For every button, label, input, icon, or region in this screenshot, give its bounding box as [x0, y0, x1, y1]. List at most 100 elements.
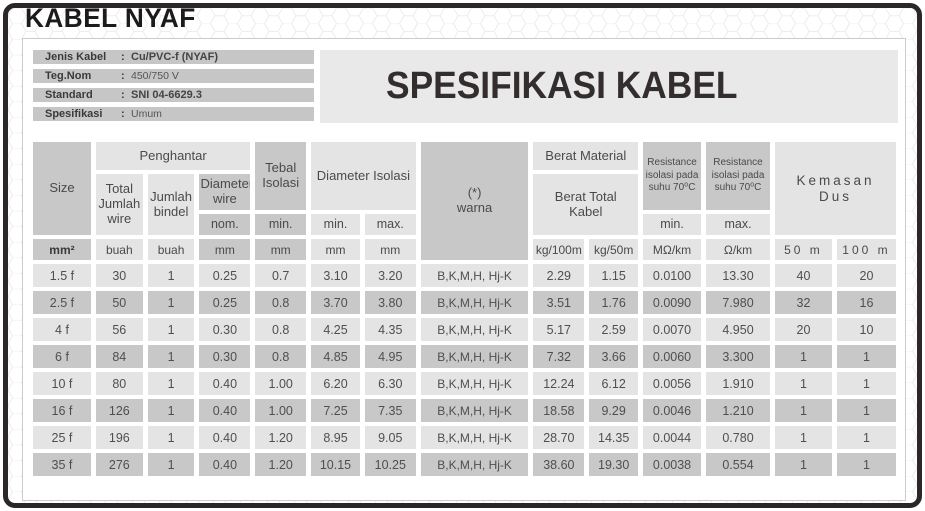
row-value-cell: 7.35 — [364, 399, 416, 422]
row-value-cell: 16 — [836, 291, 896, 314]
row-value-cell: 0.0090 — [643, 291, 701, 314]
row-size-cell: 16 f — [33, 399, 91, 422]
row-warna-cell: B,K,M,H, Hj-K — [420, 453, 529, 476]
row-value-cell: 20 — [836, 264, 896, 287]
row-value-cell: 1.910 — [705, 372, 771, 395]
table-row: 16 f 126 1 0.40 1.00 7.25 7.35 B,K,M,H, Hj-K 18.… — [33, 399, 896, 422]
row-value-cell: 1 — [836, 453, 896, 476]
row-value-cell: 1 — [147, 399, 195, 422]
row-value-cell: 0.8 — [255, 318, 307, 341]
info-colon: : — [121, 108, 125, 120]
content-panel: Jenis Kabel : Cu/PVC-f (NYAF) Teg.Nom : … — [22, 38, 906, 501]
row-value-cell: 0.40 — [199, 426, 251, 449]
row-value-cell: 9.29 — [589, 399, 639, 422]
row-value-cell: 56 — [95, 318, 143, 341]
table-row: 1.5 f 30 1 0.25 0.7 3.10 3.20 B,K,M,H, Hj-K 2.29… — [33, 264, 896, 287]
row-value-cell: 0.30 — [199, 345, 251, 368]
col-header-tebal-isolasi: Tebal Isolasi — [255, 142, 307, 210]
row-value-cell: 0.40 — [199, 399, 251, 422]
row-value-cell: 1 — [775, 372, 832, 395]
row-value-cell: 4.950 — [705, 318, 771, 341]
info-row-spesifikasi: Spesifikasi : Umum — [33, 107, 314, 121]
table-row: 4 f 56 1 0.30 0.8 4.25 4.35 B,K,M,H, Hj-K 5.17 2.… — [33, 318, 896, 341]
row-value-cell: 30 — [95, 264, 143, 287]
subheader-res-max: max. — [705, 214, 771, 235]
row-value-cell: 3.10 — [311, 264, 360, 287]
row-value-cell: 0.8 — [255, 291, 307, 314]
unit-cell: kg/50m — [589, 239, 639, 260]
info-label: Teg.Nom — [45, 70, 92, 82]
unit-cell: buah — [147, 239, 195, 260]
subheader-nom: nom. — [199, 214, 251, 235]
row-value-cell: 1.00 — [255, 372, 307, 395]
row-warna-cell: B,K,M,H, Hj-K — [420, 264, 529, 287]
unit-cell: mm — [199, 239, 251, 260]
row-value-cell: 3.66 — [589, 345, 639, 368]
row-value-cell: 3.51 — [533, 291, 585, 314]
spec-table-wrapper: Size Penghantar Tebal Isolasi Diameter I… — [28, 138, 901, 480]
row-value-cell: 126 — [95, 399, 143, 422]
col-header-diameter-isolasi: Diameter Isolasi — [311, 142, 416, 210]
spec-title: SPESIFIKASI KABEL — [386, 65, 738, 107]
row-value-cell: 0.7 — [255, 264, 307, 287]
row-value-cell: 0.0038 — [643, 453, 701, 476]
row-value-cell: 13.30 — [705, 264, 771, 287]
row-value-cell: 1 — [147, 372, 195, 395]
unit-cell: mm — [255, 239, 307, 260]
unit-cell: 100 m — [836, 239, 896, 260]
page-title: KABEL NYAF — [25, 3, 196, 33]
row-value-cell: 1 — [836, 399, 896, 422]
row-value-cell: 0.25 — [199, 264, 251, 287]
row-value-cell: 50 — [95, 291, 143, 314]
col-header-berat-total-kabel: Berat Total Kabel — [533, 174, 639, 235]
row-value-cell: 1 — [147, 318, 195, 341]
info-row-standard: Standard : SNI 04-6629.3 — [33, 88, 314, 102]
row-value-cell: 1 — [775, 426, 832, 449]
table-row: 10 f 80 1 0.40 1.00 6.20 6.30 B,K,M,H, Hj-K 12.2… — [33, 372, 896, 395]
row-size-cell: 10 f — [33, 372, 91, 395]
table-row: 6 f 84 1 0.30 0.8 4.85 4.95 B,K,M,H, Hj-K 7.32 3.… — [33, 345, 896, 368]
row-value-cell: 0.8 — [255, 345, 307, 368]
row-value-cell: 0.40 — [199, 453, 251, 476]
table-row: 35 f 276 1 0.40 1.20 10.15 10.25 B,K,M,H, Hj-K 3… — [33, 453, 896, 476]
row-warna-cell: B,K,M,H, Hj-K — [420, 372, 529, 395]
row-value-cell: 10.15 — [311, 453, 360, 476]
row-size-cell: 2.5 f — [33, 291, 91, 314]
row-value-cell: 9.05 — [364, 426, 416, 449]
row-value-cell: 1 — [147, 291, 195, 314]
row-value-cell: 1.00 — [255, 399, 307, 422]
row-value-cell: 2.59 — [589, 318, 639, 341]
col-header-kemasan-dus: Kemasan Dus — [775, 142, 896, 235]
row-value-cell: 8.95 — [311, 426, 360, 449]
subheader-tebal-min: min. — [255, 214, 307, 235]
row-value-cell: 1.20 — [255, 453, 307, 476]
spec-table: Size Penghantar Tebal Isolasi Diameter I… — [28, 138, 901, 480]
row-value-cell: 3.80 — [364, 291, 416, 314]
unit-cell: MΩ/km — [643, 239, 701, 260]
row-value-cell: 196 — [95, 426, 143, 449]
row-value-cell: 1 — [775, 453, 832, 476]
cable-info-panel: Jenis Kabel : Cu/PVC-f (NYAF) Teg.Nom : … — [33, 50, 314, 126]
col-header-resistance-max: Resistance isolasi pada suhu 70⁰C — [705, 142, 771, 210]
row-value-cell: 4.95 — [364, 345, 416, 368]
subheader-res-min: min. — [643, 214, 701, 235]
subheader-diso-max: max. — [364, 214, 416, 235]
col-header-berat-material: Berat Material — [533, 142, 639, 170]
info-label: Spesifikasi — [45, 108, 103, 120]
row-value-cell: 6.12 — [589, 372, 639, 395]
row-value-cell: 19.30 — [589, 453, 639, 476]
row-value-cell: 3.20 — [364, 264, 416, 287]
info-value: 450/750 V — [131, 70, 179, 82]
row-value-cell: 4.35 — [364, 318, 416, 341]
table-header: Size Penghantar Tebal Isolasi Diameter I… — [33, 142, 896, 260]
table-row: 2.5 f 50 1 0.25 0.8 3.70 3.80 B,K,M,H, Hj-K 3.51… — [33, 291, 896, 314]
info-label: Jenis Kabel — [45, 51, 107, 63]
row-size-cell: 6 f — [33, 345, 91, 368]
row-value-cell: 3.300 — [705, 345, 771, 368]
row-warna-cell: B,K,M,H, Hj-K — [420, 291, 529, 314]
row-value-cell: 1 — [775, 399, 832, 422]
info-colon: : — [121, 89, 125, 101]
subheader-diso-min: min. — [311, 214, 360, 235]
row-value-cell: 80 — [95, 372, 143, 395]
